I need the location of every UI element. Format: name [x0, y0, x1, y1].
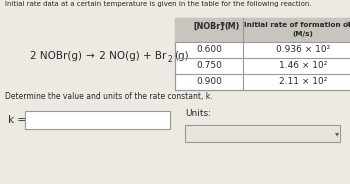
Bar	[25, 111, 170, 129]
Text: Determine the value and units of the rate constant, k.: Determine the value and units of the rat…	[5, 92, 213, 101]
Text: 1.46 × 10²: 1.46 × 10²	[279, 61, 327, 70]
Text: 0.900: 0.900	[196, 77, 222, 86]
Text: k =: k =	[8, 115, 26, 125]
Text: (M): (M)	[224, 22, 239, 31]
Bar	[175, 18, 350, 42]
Text: 2 NO(g) + Br: 2 NO(g) + Br	[96, 51, 166, 61]
Text: (M/s): (M/s)	[293, 31, 314, 37]
Text: 0: 0	[221, 22, 225, 27]
Text: (g): (g)	[174, 51, 189, 61]
Text: [NOBr]: [NOBr]	[194, 22, 224, 31]
Text: Initial rate of formation of Br: Initial rate of formation of Br	[244, 22, 350, 28]
Text: Initial rate data at a certain temperature is given in the table for the followi: Initial rate data at a certain temperatu…	[5, 1, 312, 7]
Text: 0.936 × 10²: 0.936 × 10²	[276, 45, 330, 54]
Text: Units:: Units:	[185, 109, 211, 118]
Text: →: →	[85, 51, 94, 61]
Text: 2 NOBr(g): 2 NOBr(g)	[30, 51, 85, 61]
Text: 2: 2	[168, 54, 173, 63]
Text: ▾: ▾	[335, 129, 339, 138]
Bar	[185, 125, 340, 142]
Text: 0.600: 0.600	[196, 45, 222, 54]
Text: 0.750: 0.750	[196, 61, 222, 70]
Text: 2.11 × 10²: 2.11 × 10²	[279, 77, 327, 86]
Text: 2: 2	[347, 22, 350, 27]
Bar	[175, 18, 350, 90]
